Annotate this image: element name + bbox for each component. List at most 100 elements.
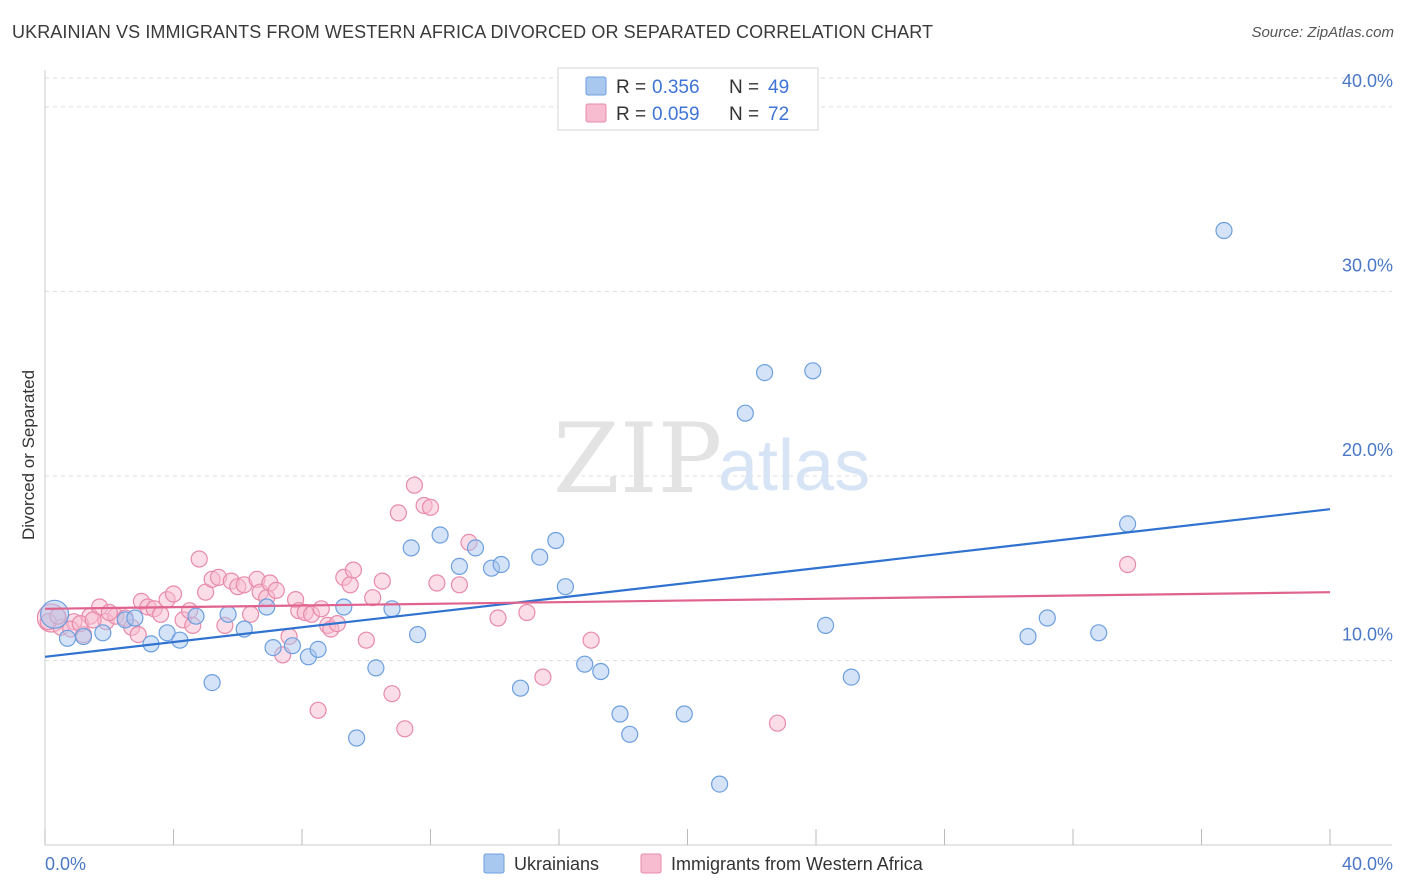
point-immigrants	[309, 701, 327, 719]
point-immigrants	[190, 550, 208, 568]
series-ukrainians	[39, 221, 1233, 793]
y-tick-label: 10.0%	[1342, 624, 1393, 644]
point-ukrainians	[1090, 624, 1108, 642]
y-tick-label: 40.0%	[1342, 71, 1393, 91]
point-immigrants	[405, 476, 423, 494]
point-immigrants	[242, 605, 260, 623]
y-tick-label: 20.0%	[1342, 440, 1393, 460]
point-ukrainians	[39, 599, 70, 629]
point-ukrainians	[816, 616, 835, 635]
bottom-legend-swatch-immigrants	[640, 853, 662, 874]
point-ukrainians	[592, 662, 610, 681]
point-immigrants	[312, 600, 330, 618]
point-ukrainians	[755, 364, 774, 382]
point-immigrants	[389, 504, 407, 522]
legend-n-label: N =	[729, 104, 759, 125]
point-ukrainians	[335, 598, 353, 616]
legend-swatch-ukrainians	[585, 76, 607, 96]
x-tick-label: 0.0%	[45, 854, 86, 874]
legend-row-2: R = 0.059 N = 72	[616, 104, 789, 125]
point-immigrants	[582, 631, 600, 649]
point-ukrainians	[126, 609, 144, 627]
point-ukrainians	[621, 725, 639, 743]
point-ukrainians	[1118, 515, 1137, 533]
point-immigrants	[267, 581, 285, 600]
bottom-legend-swatch-ukrainians	[483, 853, 505, 874]
x-tick-label: 40.0%	[1342, 854, 1393, 874]
point-ukrainians	[187, 607, 205, 625]
bottom-legend-label-immigrants: Immigrants from Western Africa	[671, 854, 924, 874]
point-immigrants	[450, 576, 468, 594]
point-immigrants	[357, 631, 375, 649]
point-ukrainians	[466, 539, 485, 557]
legend-row-1: R = 0.356 N = 49	[616, 77, 789, 98]
point-immigrants	[518, 603, 536, 622]
point-immigrants	[344, 561, 362, 579]
legend-r-label: R =	[616, 77, 646, 98]
point-immigrants	[129, 625, 147, 644]
bottom-legend: Ukrainians Immigrants from Western Afric…	[483, 853, 924, 874]
point-ukrainians	[547, 531, 565, 550]
legend-r-value: 0.356	[652, 77, 700, 98]
y-axis-title: Divorced or Separated	[19, 370, 38, 540]
point-ukrainians	[804, 362, 822, 380]
grid-layer	[45, 77, 1392, 661]
point-ukrainians	[611, 705, 629, 723]
legend-n-value: 49	[768, 77, 789, 98]
point-ukrainians	[1019, 627, 1037, 646]
point-immigrants	[428, 574, 446, 592]
point-immigrants	[383, 685, 401, 703]
point-immigrants	[84, 611, 102, 629]
chart-title: UKRAINIAN VS IMMIGRANTS FROM WESTERN AFR…	[12, 22, 934, 42]
bottom-legend-label-ukrainians: Ukrainians	[514, 854, 599, 874]
point-immigrants	[1118, 555, 1137, 574]
point-ukrainians	[1038, 609, 1056, 627]
point-ukrainians	[842, 668, 860, 686]
point-ukrainians	[736, 404, 754, 422]
point-ukrainians	[409, 625, 427, 644]
point-ukrainians	[511, 679, 530, 697]
point-ukrainians	[58, 629, 77, 647]
chart-source: Source: ZipAtlas.com	[1251, 24, 1394, 41]
point-immigrants	[534, 668, 552, 686]
y-tick-label: 30.0%	[1342, 255, 1393, 275]
point-ukrainians	[94, 624, 112, 642]
point-ukrainians	[576, 655, 594, 673]
point-ukrainians	[348, 729, 366, 747]
legend-swatch-immigrants	[585, 103, 607, 123]
watermark-atlas: atlas	[718, 426, 870, 506]
watermark: ZIP atlas	[553, 403, 870, 515]
point-immigrants	[152, 605, 170, 623]
watermark-zip: ZIP	[553, 403, 722, 515]
legend-n-label: N =	[729, 77, 759, 98]
point-ukrainians	[264, 638, 282, 657]
point-ukrainians	[531, 548, 549, 566]
point-ukrainians	[309, 640, 327, 659]
trend-layer	[44, 508, 1331, 658]
point-ukrainians	[492, 555, 510, 574]
point-immigrants	[768, 714, 787, 732]
point-ukrainians	[710, 775, 729, 793]
axis-layer: 10.0% 20.0% 30.0% 40.0% 0.0% 40.0%	[44, 70, 1393, 874]
point-immigrants	[164, 585, 183, 603]
legend-n-value: 72	[768, 104, 789, 125]
point-ukrainians	[431, 526, 449, 544]
top-legend: R = 0.356 N = 49 R = 0.059 N = 72	[557, 67, 819, 131]
point-ukrainians	[367, 659, 385, 677]
point-ukrainians	[556, 578, 575, 596]
point-ukrainians	[219, 605, 237, 623]
point-immigrants	[489, 609, 507, 627]
point-ukrainians	[675, 705, 693, 723]
point-ukrainians	[74, 627, 93, 646]
trendline-immigrants	[44, 591, 1331, 610]
point-ukrainians	[158, 624, 176, 642]
point-ukrainians	[203, 673, 221, 692]
point-immigrants	[396, 720, 414, 738]
point-ukrainians	[1215, 221, 1233, 240]
point-ukrainians	[402, 539, 420, 557]
point-immigrants	[364, 589, 382, 607]
point-immigrants	[341, 576, 359, 594]
point-immigrants	[373, 572, 391, 590]
trendline-ukrainians	[44, 508, 1331, 658]
